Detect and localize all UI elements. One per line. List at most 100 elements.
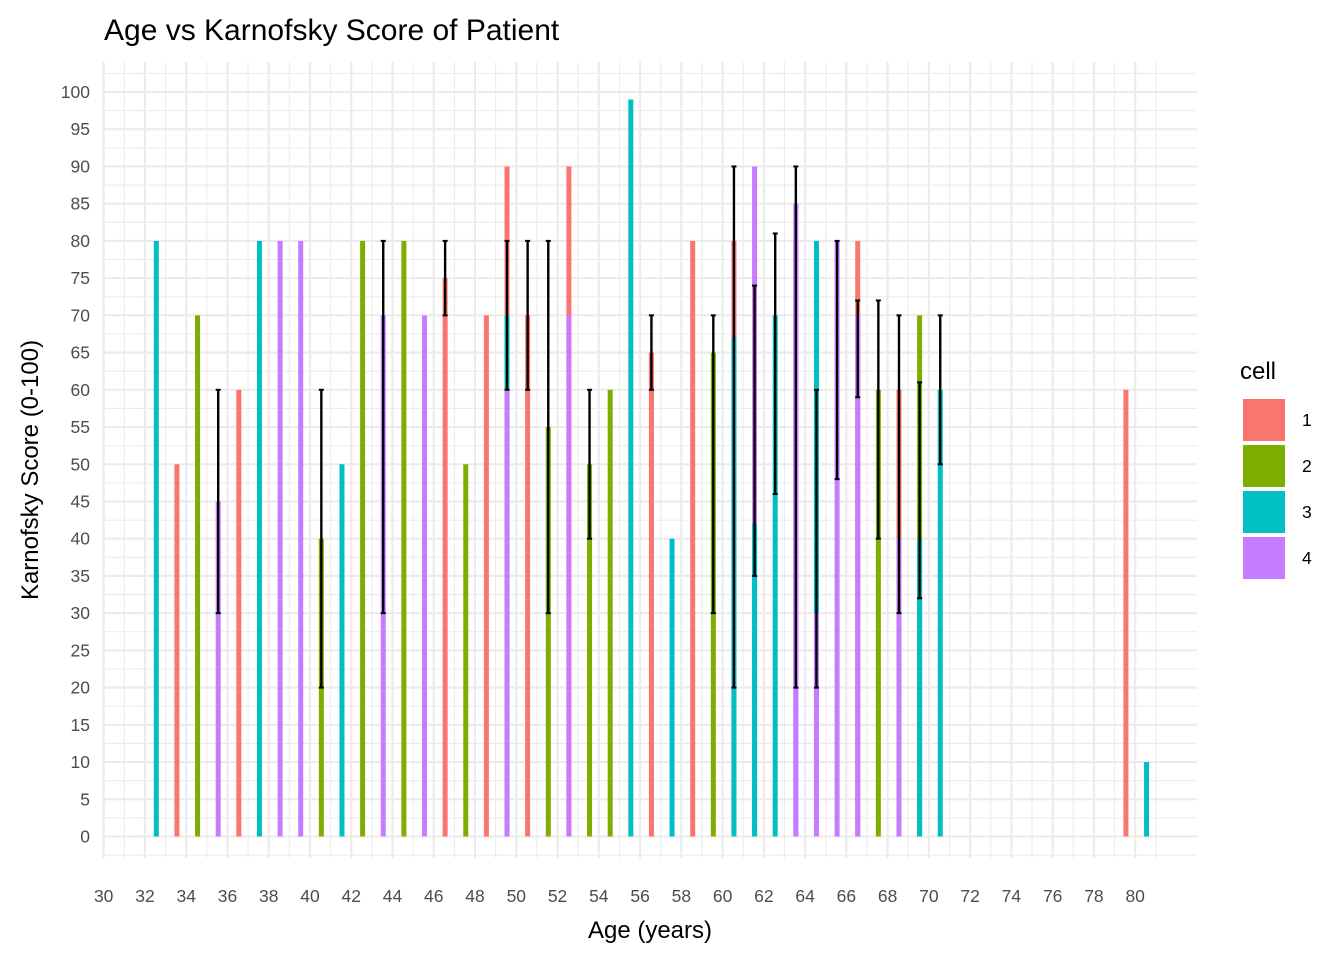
bar-overlay <box>752 523 758 837</box>
bar <box>628 99 634 837</box>
x-tick-label: 78 <box>1084 886 1103 906</box>
bar <box>153 240 159 837</box>
legend: cell 1 2 3 4 <box>1240 358 1312 579</box>
bar-overlay <box>566 315 572 837</box>
x-tick-label: 38 <box>259 886 278 906</box>
y-tick-label: 0 <box>80 827 90 847</box>
legend-label: 1 <box>1302 410 1312 430</box>
error-bar <box>813 388 819 689</box>
x-tick-label: 36 <box>218 886 237 906</box>
legend-swatch <box>1243 445 1285 487</box>
legend-entry-3: 3 <box>1243 491 1312 533</box>
error-bar <box>772 232 778 496</box>
x-axis-title: Age (years) <box>588 917 712 944</box>
bar <box>525 315 531 837</box>
x-tick-label: 44 <box>383 886 403 906</box>
bar <box>1123 389 1129 837</box>
error-bar <box>834 239 840 481</box>
y-tick-label: 30 <box>71 603 91 623</box>
bar <box>587 464 593 837</box>
legend-title: cell <box>1240 358 1276 385</box>
bar <box>772 315 778 837</box>
error-bar <box>896 314 902 615</box>
error-bar <box>442 239 448 317</box>
bar <box>483 315 489 837</box>
y-axis-ticks: 0 5 10 15 20 25 30 35 40 45 50 55 60 65 70 75 80 85 90 95 10… <box>61 82 90 847</box>
y-tick-label: 20 <box>71 678 91 698</box>
x-tick-label: 34 <box>176 886 196 906</box>
bar <box>236 389 242 837</box>
y-tick-label: 45 <box>71 491 90 511</box>
legend-label: 3 <box>1302 502 1312 522</box>
bar <box>669 538 675 837</box>
error-bar <box>504 239 510 391</box>
bar <box>545 427 551 837</box>
error-bar <box>318 388 324 689</box>
bar <box>174 464 180 837</box>
error-bar <box>793 165 799 689</box>
y-tick-label: 5 <box>80 789 90 809</box>
x-tick-label: 68 <box>878 886 897 906</box>
y-tick-label: 95 <box>71 119 90 139</box>
error-bar <box>587 388 593 540</box>
x-tick-label: 60 <box>713 886 733 906</box>
x-tick-label: 54 <box>589 886 609 906</box>
y-tick-label: 50 <box>71 454 91 474</box>
error-bars <box>215 165 943 689</box>
error-bar <box>731 165 737 689</box>
error-bar <box>917 381 923 600</box>
x-tick-label: 52 <box>548 886 567 906</box>
x-tick-label: 64 <box>795 886 815 906</box>
x-tick-label: 58 <box>672 886 691 906</box>
y-tick-label: 55 <box>71 417 90 437</box>
y-tick-label: 15 <box>71 715 90 735</box>
x-tick-label: 74 <box>1002 886 1022 906</box>
y-tick-label: 40 <box>71 529 91 549</box>
error-bar <box>648 314 654 391</box>
x-tick-label: 40 <box>300 886 320 906</box>
bar-overlay <box>896 538 902 837</box>
error-bar <box>875 299 881 540</box>
error-bar <box>545 239 551 615</box>
bar <box>834 240 840 837</box>
error-bar <box>380 239 386 615</box>
y-tick-label: 60 <box>71 380 91 400</box>
bar <box>401 240 407 837</box>
bar <box>360 240 366 837</box>
y-tick-label: 80 <box>71 231 91 251</box>
x-tick-label: 48 <box>465 886 484 906</box>
y-tick-label: 65 <box>71 343 90 363</box>
bar <box>277 240 283 837</box>
x-tick-label: 56 <box>630 886 649 906</box>
bar <box>607 389 613 837</box>
x-tick-label: 62 <box>754 886 773 906</box>
bar <box>195 315 201 837</box>
y-tick-label: 25 <box>71 640 90 660</box>
error-bar <box>215 388 221 615</box>
bar <box>339 464 345 837</box>
y-tick-label: 35 <box>71 566 90 586</box>
bar-overlay <box>504 389 510 837</box>
y-tick-label: 100 <box>61 82 90 102</box>
x-tick-label: 66 <box>837 886 856 906</box>
error-bar <box>752 284 758 577</box>
bar <box>937 389 943 837</box>
x-tick-label: 72 <box>960 886 979 906</box>
legend-swatch <box>1243 399 1285 441</box>
x-tick-label: 50 <box>507 886 527 906</box>
legend-swatch <box>1243 491 1285 533</box>
legend-entry-2: 2 <box>1243 445 1312 487</box>
x-tick-label: 30 <box>94 886 114 906</box>
x-tick-label: 32 <box>135 886 154 906</box>
bar <box>648 352 654 837</box>
y-tick-label: 85 <box>71 194 90 214</box>
bar <box>256 240 262 837</box>
y-axis-title: Karnofsky Score (0-100) <box>17 340 44 600</box>
legend-entry-4: 4 <box>1243 537 1312 579</box>
bar <box>463 464 469 837</box>
x-tick-label: 80 <box>1125 886 1145 906</box>
legend-label: 4 <box>1302 548 1312 568</box>
error-bar <box>710 314 716 615</box>
